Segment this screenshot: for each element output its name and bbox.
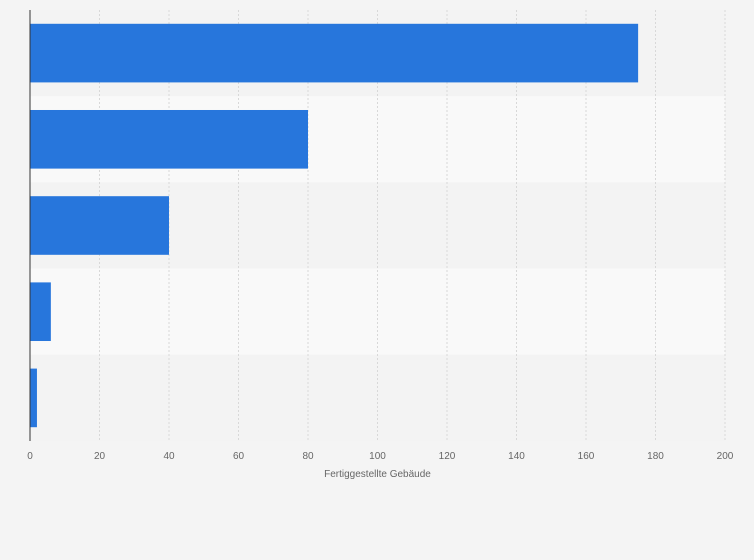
bars bbox=[30, 23, 639, 428]
x-tick-label: 20 bbox=[94, 451, 106, 462]
x-tick-label: 60 bbox=[233, 451, 245, 462]
x-tick-label: 40 bbox=[163, 451, 175, 462]
x-tick-label: 80 bbox=[302, 451, 314, 462]
x-axis-title: Fertiggestellte Gebäude bbox=[324, 469, 431, 480]
x-tick-label: 100 bbox=[369, 451, 386, 462]
x-tick-label: 140 bbox=[508, 451, 525, 462]
x-tick-label: 120 bbox=[439, 451, 456, 462]
bar bbox=[30, 196, 169, 255]
bar bbox=[30, 282, 51, 342]
bar bbox=[30, 109, 308, 169]
x-tick-label: 160 bbox=[578, 451, 595, 462]
x-tick-labels: 0 20 40 60 80 100 120 140 160 180 200 bbox=[27, 451, 734, 462]
x-tick-label: 0 bbox=[27, 451, 33, 462]
bar bbox=[30, 368, 37, 428]
bar bbox=[30, 23, 639, 83]
x-tick-label: 180 bbox=[647, 451, 664, 462]
x-tick-label: 200 bbox=[717, 451, 734, 462]
